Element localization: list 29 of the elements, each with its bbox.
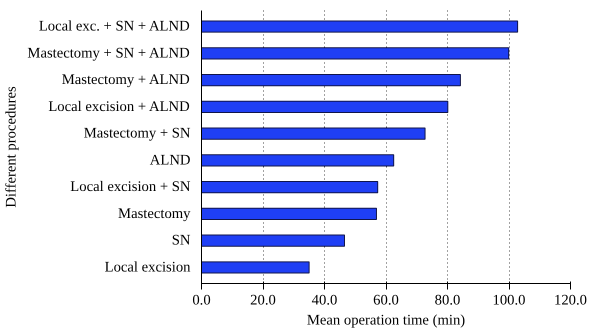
y-tick-label: SN bbox=[172, 232, 191, 249]
x-tick-label: 60.0 bbox=[373, 292, 399, 308]
x-tick-label: 80.0 bbox=[434, 292, 460, 308]
bar bbox=[202, 20, 518, 33]
bar bbox=[202, 47, 510, 60]
bar bbox=[202, 127, 426, 140]
y-tick-label: Mastectomy bbox=[118, 206, 192, 222]
x-tick-label: 20.0 bbox=[250, 292, 276, 308]
x-axis-title: Mean operation time (min) bbox=[306, 312, 466, 328]
x-tick-label: 100.0 bbox=[492, 292, 526, 308]
x-tick-label: 120.0 bbox=[554, 292, 587, 308]
y-tick-label: Mastectomy + SN bbox=[84, 126, 191, 142]
bar bbox=[202, 154, 394, 167]
y-axis-title: Different procedures bbox=[3, 86, 20, 208]
y-tick-label: Local excision + SN bbox=[70, 179, 191, 196]
x-tick-label: 0.0 bbox=[192, 292, 211, 308]
y-tick-label: Mastectomy + ALND bbox=[62, 72, 190, 88]
y-tick-label: Local excision bbox=[104, 259, 192, 276]
y-tick-label: Local excision + ALND bbox=[48, 98, 190, 115]
bar bbox=[202, 234, 345, 247]
y-tick-label: Local exc. + SN + ALND bbox=[38, 18, 190, 35]
bar bbox=[202, 208, 377, 220]
x-tick-label: 40.0 bbox=[312, 292, 338, 308]
y-tick-label: ALND bbox=[150, 152, 191, 168]
bar bbox=[202, 74, 461, 86]
y-tick-label: Mastectomy + SN + ALND bbox=[27, 45, 190, 62]
bar bbox=[202, 181, 378, 194]
bar bbox=[202, 261, 310, 274]
bar bbox=[202, 100, 448, 113]
